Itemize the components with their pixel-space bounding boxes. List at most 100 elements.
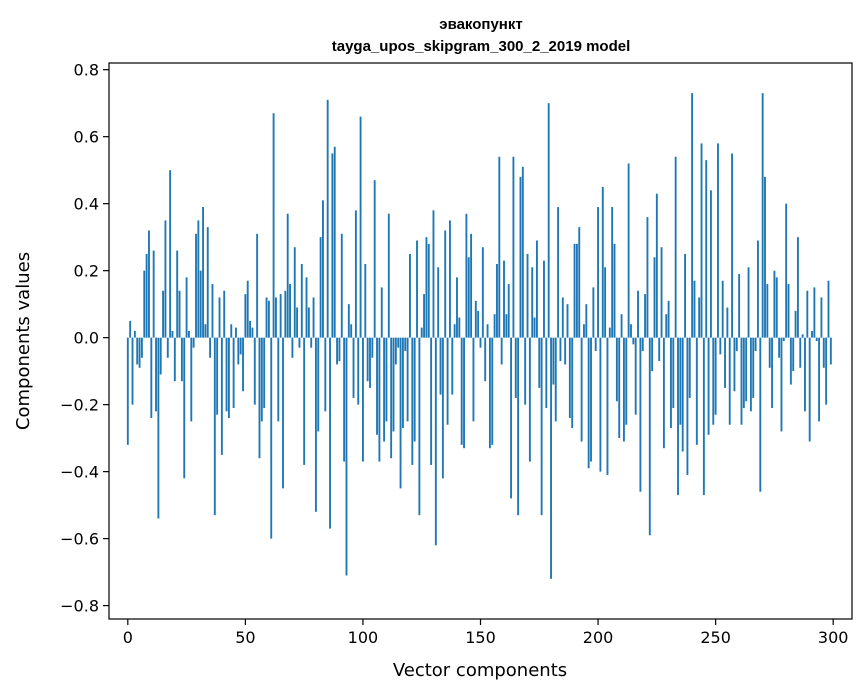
bar-component-125	[420, 327, 423, 338]
y-tick-label: 0.8	[74, 61, 99, 80]
bar-component-299	[829, 337, 832, 365]
bar-component-49	[242, 337, 244, 392]
bar-component-149	[477, 310, 480, 338]
bar-component-121	[411, 337, 414, 465]
bar-component-113	[392, 337, 395, 432]
bar-component-201	[599, 337, 602, 472]
bar-component-44	[230, 324, 233, 338]
x-tick-label: 50	[235, 628, 255, 647]
bar-component-212	[625, 337, 628, 425]
bar-component-77	[307, 307, 310, 338]
bar-component-197	[590, 337, 592, 462]
bar-component-93	[345, 337, 348, 576]
bar-component-79	[312, 297, 315, 338]
bar-component-280	[785, 203, 788, 338]
bar-component-272	[766, 284, 769, 338]
bar-component-144	[465, 213, 468, 338]
bar-component-248	[709, 190, 712, 338]
bar-component-22	[178, 290, 181, 338]
bar-component-40	[220, 337, 223, 455]
bar-component-157	[496, 263, 498, 338]
bar-component-23	[180, 337, 183, 382]
bar-component-36	[211, 284, 214, 338]
bar-component-270	[761, 93, 764, 338]
bar-component-235	[679, 337, 682, 425]
bar-component-184	[559, 337, 562, 362]
bar-component-153	[486, 324, 489, 338]
bar-component-26	[188, 330, 190, 338]
bar-component-290	[808, 337, 811, 442]
bar-component-225	[655, 193, 658, 338]
bar-component-88	[333, 146, 336, 338]
bar-component-231	[670, 337, 672, 429]
bar-component-282	[789, 337, 792, 385]
bar-component-27	[190, 337, 193, 422]
bar-component-258	[733, 337, 736, 392]
bar-component-28	[192, 337, 195, 348]
bar-component-98	[357, 337, 360, 405]
bar-component-131	[434, 337, 437, 546]
bar-component-59	[265, 297, 268, 338]
bar-component-1	[129, 320, 132, 338]
bar-component-117	[401, 337, 404, 429]
bar-component-20	[173, 337, 176, 382]
bar-component-17	[166, 337, 169, 358]
bar-component-285	[796, 237, 799, 338]
bar-component-106	[376, 337, 378, 435]
bar-component-186	[564, 337, 567, 365]
bar-component-84	[324, 337, 327, 412]
bar-component-162	[507, 284, 510, 338]
chart-title: эвакопункт	[439, 16, 522, 33]
bar-component-87	[331, 153, 334, 338]
bar-component-35	[209, 337, 212, 358]
bar-component-292	[813, 287, 816, 338]
bar-component-97	[354, 210, 357, 338]
bar-component-286	[799, 337, 802, 368]
bar-component-2	[131, 337, 134, 405]
bar-component-143	[463, 337, 465, 449]
bar-component-241	[693, 280, 696, 338]
bar-component-54	[253, 337, 256, 405]
bar-component-119	[406, 337, 409, 422]
bar-component-89	[336, 337, 339, 365]
bar-component-200	[597, 207, 599, 338]
bar-component-83	[322, 200, 324, 338]
bar-component-111	[387, 213, 390, 338]
bar-component-194	[583, 324, 585, 338]
bar-component-210	[620, 314, 623, 338]
bar-component-50	[244, 294, 247, 338]
bar-component-91	[340, 233, 343, 338]
bar-component-178	[545, 337, 548, 408]
bar-component-243	[698, 297, 701, 338]
bar-component-38	[216, 337, 219, 415]
bar-component-273	[768, 337, 771, 368]
bar-component-155	[491, 337, 494, 445]
x-tick-label: 0	[123, 628, 133, 647]
bar-component-12	[155, 337, 157, 412]
bar-component-269	[759, 337, 762, 492]
bar-component-181	[552, 337, 555, 385]
bar-component-275	[773, 270, 776, 338]
bar-component-76	[305, 277, 308, 338]
bar-component-142	[460, 337, 463, 445]
bar-component-209	[618, 337, 621, 439]
bar-component-8	[145, 253, 148, 338]
bar-component-196	[587, 337, 590, 469]
bar-component-100	[362, 337, 364, 462]
bar-component-47	[237, 337, 240, 365]
y-tick-label: −0.8	[60, 597, 99, 616]
bar-component-146	[470, 233, 473, 338]
bar-component-203	[604, 267, 607, 338]
x-tick-label: 100	[348, 628, 379, 647]
y-tick-label: 0.0	[74, 329, 99, 348]
bar-component-215	[632, 337, 635, 345]
bar-component-129	[430, 337, 433, 465]
y-tick-label: 0.6	[74, 128, 99, 147]
x-tick-label: 250	[700, 628, 731, 647]
bar-component-145	[467, 257, 470, 338]
bar-component-58	[263, 337, 266, 408]
bar-component-199	[594, 337, 597, 352]
bar-component-187	[566, 304, 569, 338]
y-axis-label: Components values	[13, 252, 34, 430]
bar-component-5	[138, 337, 141, 368]
